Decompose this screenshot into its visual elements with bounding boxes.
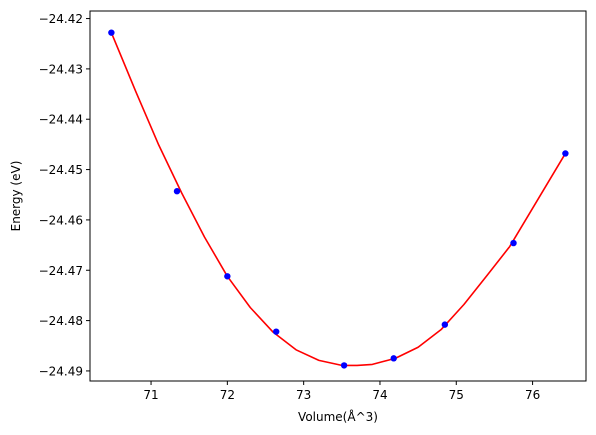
data-point	[108, 29, 115, 36]
y-tick-label: −24.49	[39, 364, 83, 378]
axes-layer: 71 72 73 74 75 76 −24.42 −24.43 −24.44 −24.45 −24.…	[39, 10, 587, 402]
y-axis-label: Energy (eV)	[9, 161, 23, 232]
y-tick-label: −24.48	[39, 314, 83, 328]
x-tick-label: 71	[143, 388, 158, 402]
points-layer	[108, 29, 569, 369]
y-tick-label: −24.44	[39, 113, 83, 127]
data-point	[340, 362, 348, 369]
fit-curve-line	[110, 31, 567, 367]
x-tick-label: 73	[296, 388, 311, 402]
x-tick-label: 75	[449, 388, 464, 402]
data-point	[441, 321, 449, 328]
x-tick-label: 74	[372, 388, 387, 402]
x-tick-label: 72	[220, 388, 235, 402]
y-tick-label: −24.47	[39, 264, 83, 278]
y-tick-label: −24.43	[39, 62, 83, 76]
y-tick-label: −24.46	[39, 213, 83, 227]
x-axis-label: Volume(Å^3)	[298, 409, 378, 424]
y-tick-label: −24.42	[39, 12, 83, 26]
data-point	[224, 273, 231, 280]
data-point	[272, 328, 280, 335]
y-tick-label: −24.45	[39, 163, 83, 177]
data-point	[173, 188, 181, 195]
data-point	[390, 355, 397, 362]
x-tick-label: 76	[525, 388, 540, 402]
curve-layer	[110, 31, 567, 367]
data-point	[510, 239, 517, 247]
plot-frame	[89, 10, 587, 382]
data-point	[562, 150, 569, 157]
